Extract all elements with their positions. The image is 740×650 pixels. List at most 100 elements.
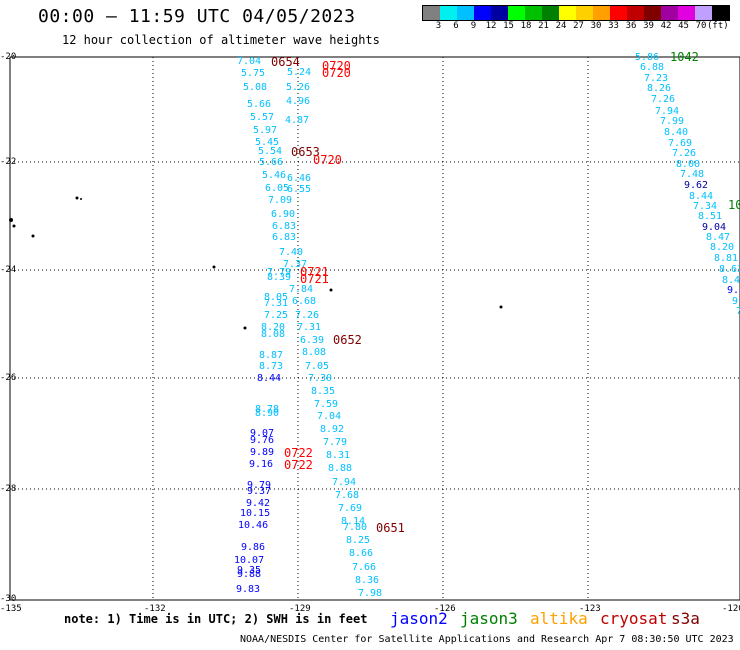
map-title: 00:00 – 11:59 UTC 04/05/2023: [38, 6, 356, 27]
wave-height-label: 8.87: [259, 350, 284, 361]
satellite-legend-item: jason2: [390, 609, 448, 628]
colorbar-tick: 15: [503, 21, 514, 31]
wave-height-label: 9.16: [249, 459, 274, 470]
wave-height-label: 7.79: [267, 267, 292, 278]
y-tick: -30: [0, 594, 17, 604]
pass-time-label: 0721: [300, 272, 329, 286]
colorbar-swatch: [423, 6, 440, 20]
satellite-legend-item: cryosat: [600, 609, 668, 628]
wave-height-label: 5.54: [258, 146, 283, 157]
wave-height-label: 8.47: [706, 232, 731, 243]
wave-height-label: 9.83: [236, 584, 261, 595]
colorbar-tick: 42: [660, 21, 672, 31]
wave-height-label: 9.: [732, 296, 740, 307]
wave-height-label: 9.04: [702, 222, 727, 233]
wave-height-label: 7.04: [317, 411, 342, 422]
wave-height-label: 9.62: [684, 180, 709, 191]
y-tick: -24: [0, 265, 17, 275]
colorbar-tick: 70: [695, 21, 707, 31]
colorbar-swatch: [610, 6, 627, 20]
wave-height-label: 10.46: [238, 520, 269, 531]
wave-height-label: 6.90: [271, 209, 296, 220]
wave-height-label: 7.84: [289, 284, 314, 295]
wave-height-label: 7.59: [314, 399, 339, 410]
wave-height-label: 8.00: [676, 159, 701, 170]
colorbar-swatch: [440, 6, 457, 20]
colorbar-tick: 21: [538, 21, 549, 31]
x-tick: -132: [144, 604, 166, 614]
map-border: [9, 56, 740, 601]
wave-height-label: 7.31: [297, 322, 322, 333]
wave-height-label: 8.92: [320, 424, 345, 435]
wave-height-label: 7.79: [323, 437, 348, 448]
pass-time-label: 0721: [300, 265, 329, 279]
island-marker: [9, 218, 13, 222]
map-subtitle: 12 hour collection of altimeter wave hei…: [62, 33, 380, 47]
wave-height-label: 9.79: [247, 480, 272, 491]
wave-height-label: 9.07: [250, 428, 275, 439]
wave-height-label: 6.68: [292, 296, 317, 307]
wave-height-label: 5.57: [250, 112, 275, 123]
wave-height-label: 8.05: [264, 292, 289, 303]
wave-height-label: 8.63: [719, 264, 740, 275]
wave-height-label: 8.44: [689, 191, 714, 202]
colorbar-swatch: [491, 6, 508, 20]
satellite-legend-item: altika: [530, 609, 588, 628]
colorbar-swatch: [661, 6, 678, 20]
wave-height-label: 7.99: [660, 116, 685, 127]
island-marker: [80, 198, 82, 200]
wave-height-label: 8.25: [346, 535, 371, 546]
wave-height-label: 8.44: [257, 373, 282, 384]
footnote: note: 1) Time is in UTC; 2) SWH is in fe…: [64, 612, 368, 626]
y-tick: -22: [0, 157, 17, 167]
wave-height-label: 7.23: [644, 73, 669, 84]
colorbar-tick: 27: [573, 21, 584, 31]
wave-height-label: 10.07: [234, 555, 265, 566]
colorbar-tick-labels: 3 6 9 12 15 18 21 24 27 30 33 36 39 42 45 70: [422, 21, 740, 33]
pass-time-label: 0720: [313, 153, 342, 167]
colorbar-tick: 36: [625, 21, 637, 31]
wave-height-label: 7.66: [352, 562, 377, 573]
wave-height-label: 5.66: [247, 99, 272, 110]
wave-height-label: 5.46: [262, 170, 287, 181]
wave-height-label: 8.08: [302, 347, 327, 358]
wave-height-label: 8.66: [349, 548, 374, 559]
wave-height-label: 8.14: [341, 516, 366, 527]
colorbar-tick: 33: [608, 21, 619, 31]
wave-height-label: 8.81: [714, 253, 739, 264]
wave-height-label: 7.26: [672, 148, 697, 159]
wave-height-label: 4.87: [285, 115, 310, 126]
wave-height-label: 7.26: [295, 310, 320, 321]
colorbar-tick: 12: [485, 21, 497, 31]
wave-height-label: 7.69: [668, 138, 693, 149]
graticule: [10, 57, 740, 600]
colorbar-tick: 45: [678, 21, 689, 31]
colorbar-tick: 9: [470, 21, 477, 31]
wave-height-label: 5.24: [287, 67, 312, 78]
wave-height-label: 8.36: [355, 575, 380, 586]
wave-height-label: 5.97: [253, 125, 278, 136]
x-tick: -126: [434, 604, 456, 614]
colorbar-swatch: [627, 6, 644, 20]
pass-time-label: 0654: [271, 55, 300, 69]
colorbar-swatch: [542, 6, 559, 20]
wave-height-label: 7.09: [268, 195, 293, 206]
wave-height-label: 9.0: [727, 285, 740, 296]
wave-height-label: 7.26: [651, 94, 676, 105]
wave-height-label: 6.46: [287, 173, 312, 184]
island-marker: [212, 265, 216, 269]
wave-height-label: 9.35: [237, 565, 262, 576]
islands: [9, 196, 503, 330]
colorbar-swatch: [593, 6, 610, 20]
pass-time-label: 0720: [322, 66, 351, 80]
island-marker: [31, 234, 35, 238]
colorbar-swatch: [644, 6, 661, 20]
wave-height-label: 6.05: [265, 183, 290, 194]
wave-height-label: 8.88: [328, 463, 353, 474]
wave-height-label: 8.20: [261, 322, 286, 333]
island-marker: [243, 326, 247, 330]
colorbar-tick: 18: [520, 21, 532, 31]
pass-time-label: 1042: [670, 50, 699, 64]
colorbar-swatch: [508, 6, 525, 20]
